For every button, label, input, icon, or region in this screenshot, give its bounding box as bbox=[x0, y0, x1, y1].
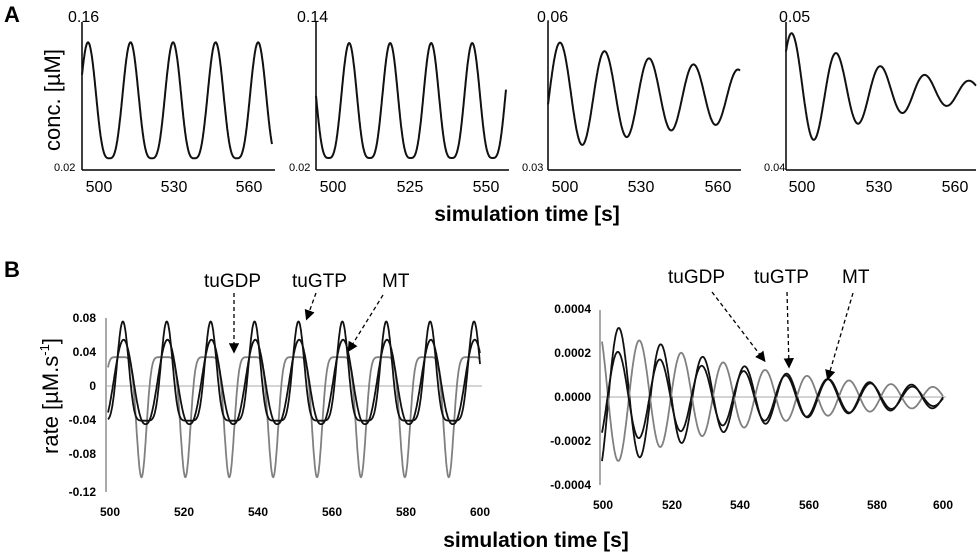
b-left-ytick: 0 bbox=[89, 379, 96, 393]
a1-xtick: 500 bbox=[86, 179, 113, 196]
a3-series-line bbox=[547, 41, 741, 146]
a2-xtick: 525 bbox=[397, 179, 424, 196]
b-right-ytick: 0.0004 bbox=[554, 302, 591, 316]
b-right-xtick: 580 bbox=[867, 498, 887, 512]
b-left-series-gray bbox=[107, 356, 481, 479]
b-left-ytick: -0.04 bbox=[69, 413, 97, 427]
a4-series-line bbox=[785, 32, 977, 141]
b-right-ytick: 0.0000 bbox=[554, 390, 591, 404]
a4-xtick: 530 bbox=[866, 179, 893, 196]
b-right-ytick: -0.0004 bbox=[550, 478, 591, 492]
b-right-series-dark-a bbox=[601, 327, 944, 462]
panel-b-left: 0.08 0.04 0 -0.04 -0.08 -0.12 500 520 54… bbox=[69, 311, 491, 519]
b-left-ytick: 0.04 bbox=[73, 345, 97, 359]
a3-bottom-label: 0.03 bbox=[522, 162, 543, 174]
panel-b-letter: B bbox=[4, 257, 20, 282]
b-right-ytick: 0.0002 bbox=[554, 346, 591, 360]
arrow-left-tugtp bbox=[304, 292, 317, 321]
a4-bottom-label: 0.04 bbox=[764, 162, 785, 174]
anno-right-tugtp: tuGTP bbox=[754, 267, 809, 288]
arrow-right-tugtp bbox=[783, 291, 794, 369]
panel-a-xlabel: simulation time [s] bbox=[434, 203, 620, 226]
anno-left-mt: MT bbox=[382, 271, 410, 292]
b-left-xtick: 540 bbox=[248, 505, 268, 519]
b-left-ytick: -0.08 bbox=[69, 447, 97, 461]
a3-xtick: 530 bbox=[628, 179, 655, 196]
panel-b-xlabel: simulation time [s] bbox=[443, 529, 629, 552]
a1-xtick: 560 bbox=[236, 179, 263, 196]
panel-a4: 0.05 0.04 500 530 560 bbox=[764, 9, 977, 196]
anno-right-tugdp: tuGDP bbox=[668, 267, 725, 288]
panel-b-right: 0.0004 0.0002 0.0000 -0.0002 -0.0004 500… bbox=[550, 302, 953, 512]
b-left-xtick: 500 bbox=[100, 505, 120, 519]
b-right-xtick: 500 bbox=[593, 498, 613, 512]
a2-series-line bbox=[315, 42, 507, 159]
b-left-ytick: 0.08 bbox=[73, 311, 97, 325]
a4-xtick: 500 bbox=[789, 179, 816, 196]
anno-right-mt: MT bbox=[842, 267, 870, 288]
anno-left-tugtp: tuGTP bbox=[292, 271, 347, 292]
b-left-series-dark-a bbox=[107, 320, 481, 422]
panel-a-ylabel: conc. [µM] bbox=[40, 49, 65, 151]
a3-xtick: 560 bbox=[705, 179, 732, 196]
panel-b-ylabel: rate [µM.s-1] bbox=[37, 338, 63, 454]
a2-top-label: 0.14 bbox=[297, 9, 328, 26]
panel-b-ylabel-main: rate [µM.s bbox=[38, 356, 63, 454]
a1-bottom-label: 0.02 bbox=[54, 162, 75, 174]
b-left-series-dark-b bbox=[107, 338, 481, 425]
a1-xtick: 530 bbox=[161, 179, 188, 196]
b-right-xtick: 540 bbox=[730, 498, 750, 512]
b-right-xtick: 600 bbox=[933, 498, 953, 512]
arrow-right-tugdp bbox=[711, 291, 766, 363]
anno-left-tugdp: tuGDP bbox=[204, 271, 261, 292]
panel-a-letter: A bbox=[4, 2, 20, 27]
b-left-xtick: 600 bbox=[470, 505, 490, 519]
a4-xtick: 560 bbox=[942, 179, 969, 196]
b-right-series-dark-b bbox=[601, 351, 944, 439]
a1-top-label: 0.16 bbox=[68, 9, 99, 26]
panel-a1: 0.16 0.02 500 530 560 bbox=[54, 9, 275, 196]
panel-a3: 0.06 0.03 500 530 560 bbox=[522, 9, 741, 196]
b-left-xtick: 580 bbox=[396, 505, 416, 519]
a4-top-label: 0.05 bbox=[779, 9, 810, 26]
a1-series-line bbox=[81, 41, 273, 160]
a2-xtick: 550 bbox=[473, 179, 500, 196]
b-right-xtick: 560 bbox=[799, 498, 819, 512]
b-right-series-gray bbox=[601, 339, 944, 462]
panel-b-ylabel-sup: -1 bbox=[37, 344, 52, 356]
arrow-right-mt bbox=[825, 292, 854, 381]
a2-xtick: 500 bbox=[320, 179, 347, 196]
panel-a2: 0.14 0.02 500 525 550 bbox=[289, 9, 509, 196]
b-right-ytick: -0.0002 bbox=[550, 434, 591, 448]
b-left-xtick: 560 bbox=[322, 505, 342, 519]
a2-bottom-label: 0.02 bbox=[289, 162, 310, 174]
arrow-left-mt bbox=[347, 294, 384, 353]
b-left-xtick: 520 bbox=[174, 505, 194, 519]
a3-top-label: 0.06 bbox=[537, 9, 568, 26]
b-right-xtick: 520 bbox=[662, 498, 682, 512]
panel-b-ylabel-end: ] bbox=[38, 338, 63, 344]
b-left-ytick: -0.12 bbox=[69, 485, 97, 499]
a3-xtick: 500 bbox=[552, 179, 579, 196]
